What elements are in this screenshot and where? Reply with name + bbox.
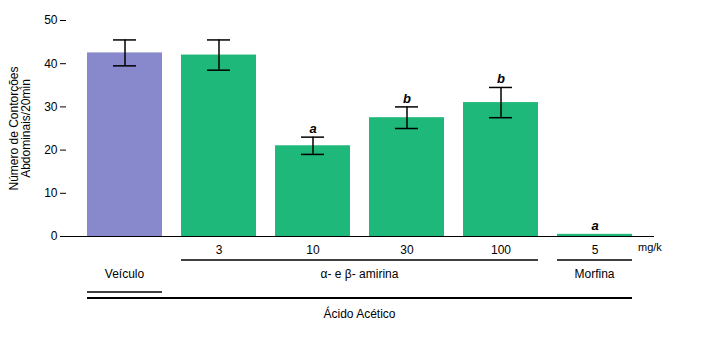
svg-text:b: b (497, 71, 505, 86)
svg-text:20: 20 (44, 143, 58, 157)
svg-text:3: 3 (216, 243, 223, 257)
svg-text:5: 5 (592, 243, 599, 257)
svg-text:Veículo: Veículo (105, 267, 145, 281)
svg-text:30: 30 (44, 100, 58, 114)
svg-text:30: 30 (400, 243, 414, 257)
svg-text:Número de ContorçõesAbdominais: Número de ContorçõesAbdominais/20min (7, 66, 33, 190)
svg-text:mg/k: mg/k (638, 241, 662, 253)
svg-text:100: 100 (491, 243, 511, 257)
svg-text:40: 40 (44, 57, 58, 71)
svg-text:10: 10 (44, 186, 58, 200)
svg-text:50: 50 (44, 13, 58, 27)
svg-text:10: 10 (306, 243, 320, 257)
svg-text:Morfina: Morfina (574, 267, 614, 281)
svg-text:Ácido Acético: Ácido Acético (323, 306, 395, 321)
svg-text:a: a (591, 218, 598, 233)
svg-text:b: b (403, 91, 411, 106)
svg-text:0: 0 (51, 229, 58, 243)
svg-text:a: a (309, 121, 316, 136)
svg-text:α- e β- amirina: α- e β- amirina (321, 267, 399, 281)
